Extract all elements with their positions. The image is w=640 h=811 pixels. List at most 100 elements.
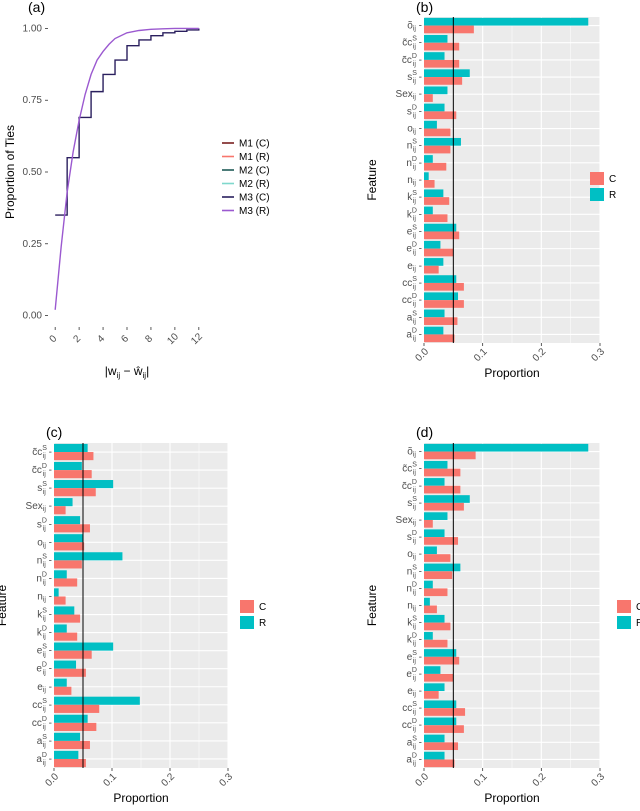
x-tick-label: 0.3 (589, 771, 607, 789)
bar-R (424, 86, 448, 95)
y-tick-label: ccS ij - (402, 276, 422, 291)
x-tick-label: 6 (119, 333, 131, 345)
bar-C (424, 25, 474, 34)
bar-R (424, 614, 445, 623)
bar-C (424, 197, 450, 205)
y-tick-label: c̃cD ij - (402, 479, 422, 494)
bar-R (424, 223, 457, 232)
y-tick-label: aS ij - (407, 735, 422, 750)
y-tick-label: eD ij - (406, 667, 422, 682)
bar-C (424, 162, 447, 171)
bar-R (424, 172, 429, 180)
y-tick-label: Sexij - (26, 501, 52, 513)
x-tick-label: 0 (48, 333, 60, 345)
bar-R (54, 606, 75, 615)
bar-R (54, 534, 83, 543)
bar-C (424, 77, 463, 85)
x-axis-title: Proportion (113, 791, 168, 805)
bar-C (424, 742, 459, 751)
bar-R (424, 478, 445, 486)
legend-key (617, 616, 631, 629)
y-tick-label: nij - (37, 591, 52, 603)
y-tick-label: c̃cD ij - (32, 463, 52, 478)
bar-R (54, 660, 77, 669)
panel-b: (b) õij - c̃cS ij - c̃cD ij - sS ij - Sexij - sD i… (365, 0, 616, 380)
y-tick-label: ccD ij - (402, 293, 422, 308)
y-tick-label: 0.50 (23, 167, 43, 178)
x-tick-label: 0.0 (413, 346, 431, 364)
legend-label: M3 (R) (239, 206, 270, 217)
y-tick-label: sS ij - (407, 70, 422, 85)
bar-C (54, 524, 90, 533)
bar-R (424, 309, 445, 318)
bar-R (54, 642, 114, 651)
bar-C (424, 725, 464, 733)
bar-C (54, 596, 66, 605)
x-tick-label: 10 (165, 331, 181, 347)
y-tick-label: ccS ij - (402, 701, 422, 716)
bar-C (54, 452, 94, 461)
bar-R (424, 460, 448, 469)
x-tick-label: 12 (189, 331, 205, 347)
y-axis-title: Proportion of Ties (3, 125, 17, 219)
bar-C (424, 94, 433, 102)
bar-R (54, 588, 59, 597)
y-tick-label: oij - (37, 537, 52, 549)
legend-label: M3 (C) (239, 193, 270, 204)
bar-C (424, 759, 455, 768)
bar-C (424, 656, 460, 665)
legend-label: R (609, 190, 616, 201)
bar-C (424, 537, 459, 545)
bar-C (424, 468, 461, 477)
x-tick-label: 0.2 (159, 771, 177, 789)
bar-C (424, 59, 460, 68)
bar-C (424, 485, 461, 494)
bar-R (424, 546, 437, 555)
x-tick-label: 0.3 (589, 346, 607, 364)
bar-C (424, 180, 435, 188)
y-tick-label: kD ij - (37, 625, 52, 640)
panel-c: (c) c̃cS ij - c̃cD ij - sS ij - Sexij - sD ij - oi… (0, 424, 266, 805)
panel-label: (b) (416, 0, 433, 15)
bar-R (54, 480, 114, 489)
y-tick-label: sD ij - (37, 517, 52, 532)
y-axis-title: Feature (365, 159, 379, 201)
bar-C (424, 317, 458, 325)
bar-R (424, 632, 433, 640)
bar-R (424, 734, 445, 743)
bar-C (424, 111, 457, 120)
y-tick-label: aS ij - (407, 310, 422, 325)
legend-key (590, 188, 604, 201)
bar-R (424, 69, 470, 78)
bar-R (424, 443, 589, 452)
bar-R (54, 461, 82, 471)
bar-C (424, 334, 455, 343)
legend-label: C (259, 602, 266, 613)
x-tick-label: 0.3 (217, 771, 235, 789)
legend-label: M1 (R) (239, 152, 270, 163)
legend-label: C (636, 602, 640, 613)
y-axis-title: Feature (0, 584, 9, 626)
bar-R (54, 732, 81, 741)
panel-a: (a) 0.00 0.25 0.50 0.75 1.00 0 2 4 6 8 10 12 Proporti… (3, 0, 270, 380)
y-tick-label: oij - (407, 549, 422, 561)
x-tick-label: 0.1 (101, 771, 119, 789)
y-tick-label: eD ij - (406, 241, 422, 256)
bar-R (424, 120, 437, 129)
x-axis-title: Proportion (484, 791, 539, 805)
y-tick-label: nS ij - (37, 553, 52, 568)
bar-C (424, 502, 464, 511)
bar-R (424, 275, 457, 283)
bar-R (424, 683, 445, 692)
y-tick-label: nD ij - (36, 571, 52, 586)
bar-R (54, 552, 123, 561)
bar-C (54, 488, 96, 497)
y-tick-label: nij - (407, 600, 422, 612)
bar-R (424, 52, 445, 60)
bar-C (424, 691, 439, 699)
x-tick-label: 0.2 (531, 346, 549, 364)
y-tick-label: sS ij - (407, 496, 422, 511)
y-tick-label: eij - (37, 681, 52, 693)
bar-R (424, 206, 433, 215)
